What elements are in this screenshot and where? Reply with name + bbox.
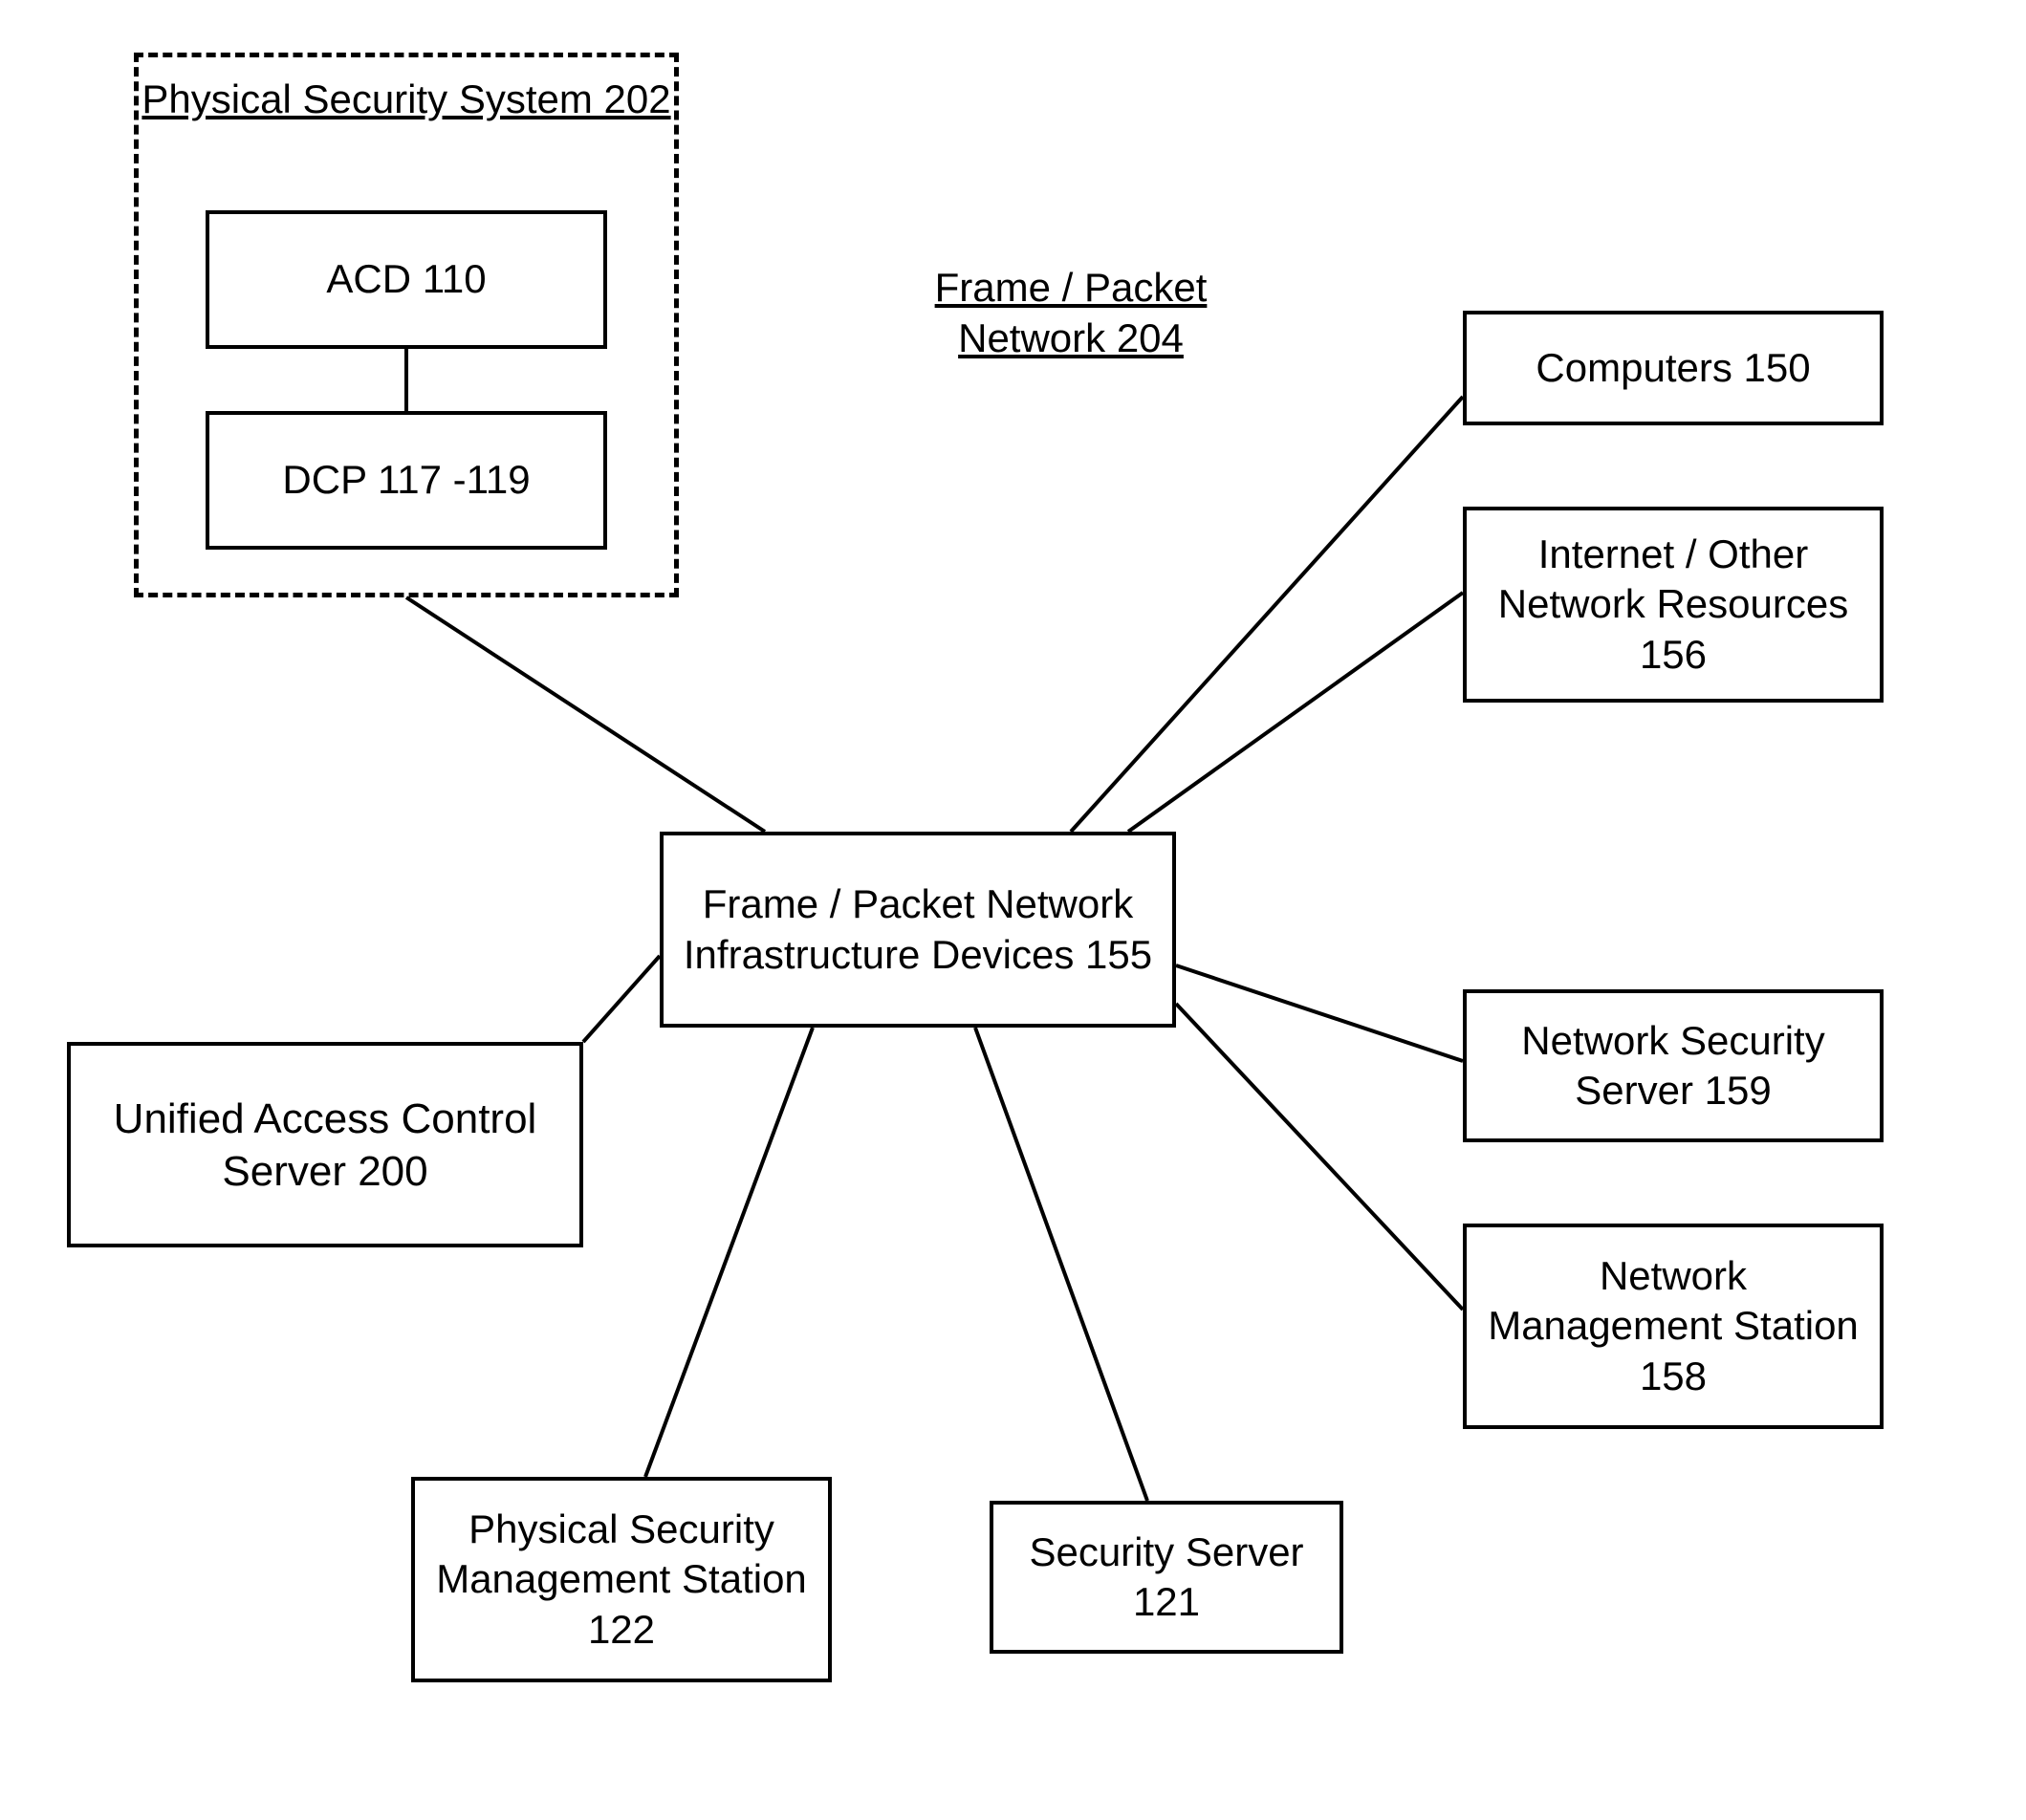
node-acd: ACD 110 — [206, 210, 607, 349]
edge — [975, 1028, 1147, 1501]
edge — [583, 956, 660, 1042]
group-title: Physical Security System 202 — [139, 76, 674, 122]
edge — [1128, 593, 1463, 832]
node-dcp: DCP 117 -119 — [206, 411, 607, 550]
node-security-server: Security Server 121 — [990, 1501, 1343, 1654]
node-label: Physical Security Management Station 122 — [426, 1505, 817, 1656]
edge — [1176, 1004, 1463, 1310]
node-label: ACD 110 — [326, 254, 486, 305]
node-label: Internet / Other Network Resources 156 — [1478, 530, 1868, 681]
node-network-security-server: Network Security Server 159 — [1463, 989, 1884, 1142]
node-label: Frame / Packet Network Infrastructure De… — [675, 879, 1161, 980]
node-network-management-station: Network Management Station 158 — [1463, 1224, 1884, 1429]
edge — [1071, 397, 1463, 832]
label-line-1: Frame / Packet — [935, 265, 1208, 310]
diagram-canvas: Physical Security System 202 Frame / Pac… — [0, 0, 2026, 1820]
node-label: Network Management Station 158 — [1478, 1251, 1868, 1402]
node-label: Security Server 121 — [1005, 1528, 1328, 1628]
node-internet: Internet / Other Network Resources 156 — [1463, 507, 1884, 703]
edge — [1176, 965, 1463, 1061]
edge — [645, 1028, 813, 1477]
node-label: Unified Access Control Server 200 — [82, 1093, 568, 1198]
node-physical-security-management-station: Physical Security Management Station 122 — [411, 1477, 832, 1682]
node-label: Computers 150 — [1536, 343, 1810, 394]
edge — [406, 597, 765, 832]
frame-packet-network-label: Frame / Packet Network 204 — [899, 263, 1243, 363]
node-unified-access-control-server: Unified Access Control Server 200 — [67, 1042, 583, 1247]
node-label: DCP 117 -119 — [282, 455, 530, 506]
node-label: Network Security Server 159 — [1478, 1016, 1868, 1116]
label-line-2: Network 204 — [958, 315, 1184, 360]
node-computers: Computers 150 — [1463, 311, 1884, 425]
node-hub: Frame / Packet Network Infrastructure De… — [660, 832, 1176, 1028]
